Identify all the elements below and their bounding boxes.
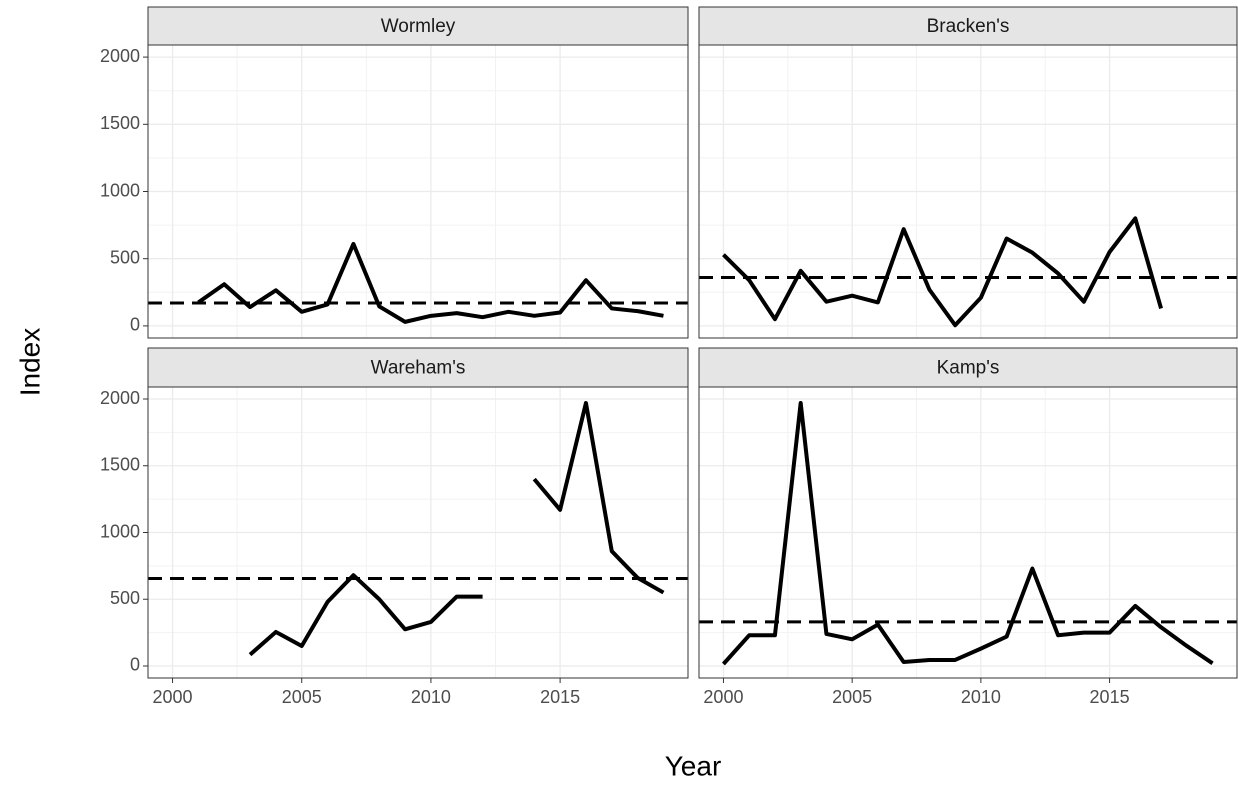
strip-title: Bracken's — [927, 16, 1010, 37]
y-tick-label: 0 — [130, 315, 140, 335]
y-tick-label: 2000 — [100, 46, 140, 66]
y-axis-title: Index — [14, 328, 45, 397]
x-tick-label: 2010 — [411, 687, 451, 707]
strip-title: Kamp's — [937, 358, 1000, 379]
data-line — [722, 216, 1163, 328]
y-tick-label: 2000 — [100, 388, 140, 408]
y-tick-label: 0 — [130, 655, 140, 675]
data-line — [197, 241, 664, 324]
strip — [698, 347, 1238, 388]
x-tick-label: 2000 — [703, 687, 743, 707]
y-tick-label: 500 — [110, 588, 140, 608]
x-tick-label: 2010 — [961, 687, 1001, 707]
y-tick-label: 500 — [110, 247, 140, 267]
y-tick-label: 1000 — [100, 180, 140, 200]
x-tick-label: 2000 — [153, 687, 193, 707]
strip — [147, 6, 689, 46]
x-tick-label: 2005 — [832, 687, 872, 707]
data-line — [721, 401, 1214, 666]
strip-title: Wormley — [381, 16, 456, 37]
strip — [147, 347, 689, 388]
data-line — [248, 401, 665, 657]
strip — [698, 6, 1238, 46]
y-tick-label: 1500 — [100, 113, 140, 133]
y-tick-label: 1500 — [100, 455, 140, 475]
x-tick-label: 2005 — [282, 687, 322, 707]
x-tick-label: 2015 — [540, 687, 580, 707]
strip-title: Wareham's — [371, 358, 466, 379]
y-tick-label: 1000 — [100, 521, 140, 541]
x-tick-label: 2015 — [1090, 687, 1130, 707]
x-axis-title: Year — [665, 750, 722, 781]
